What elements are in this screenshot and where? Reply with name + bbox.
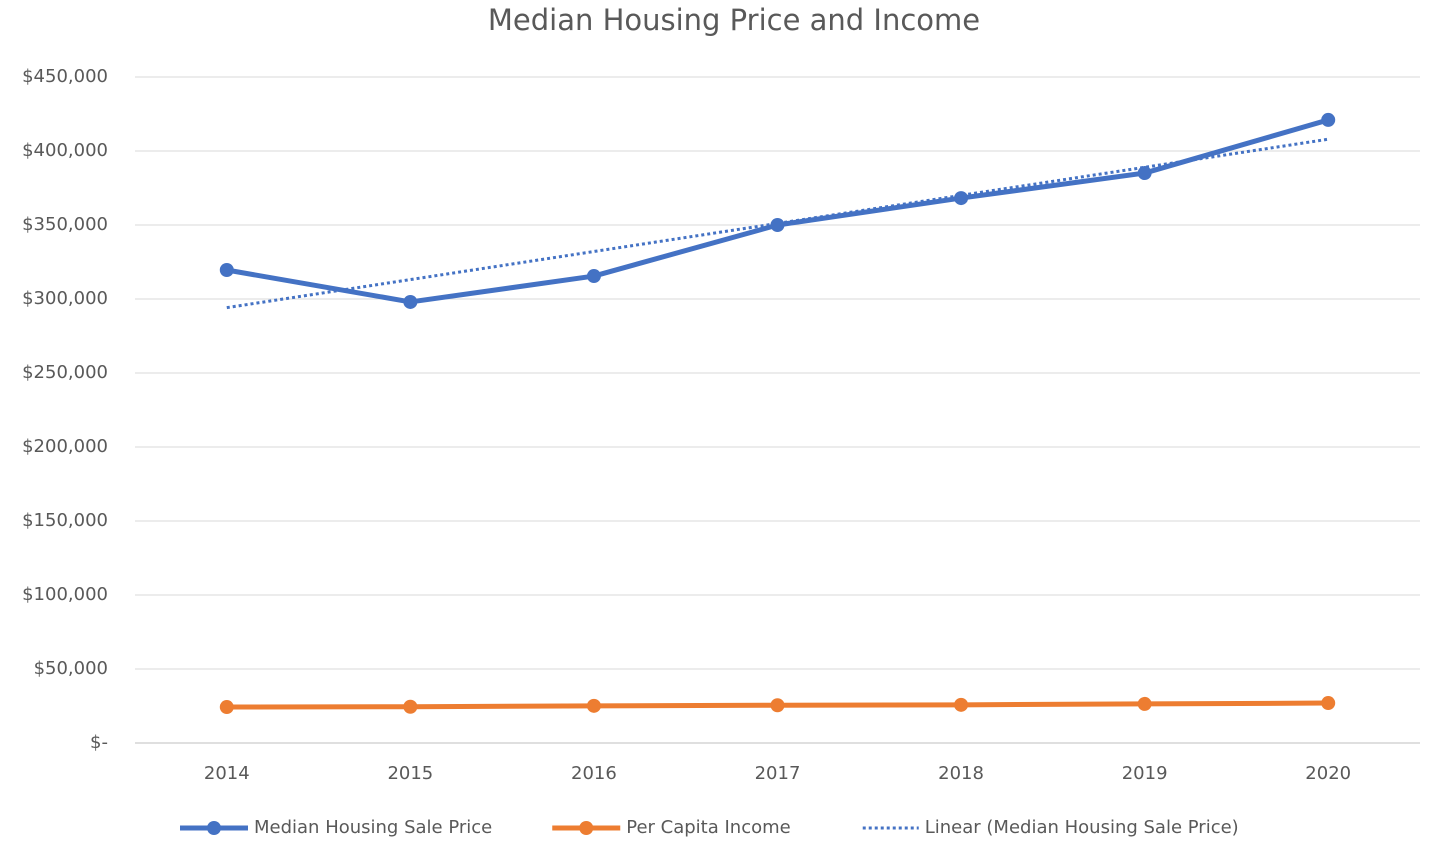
marker <box>954 191 969 206</box>
legend-marker <box>579 821 594 835</box>
marker <box>403 294 418 309</box>
marker <box>770 698 785 713</box>
y-tick-label: $100,000 <box>22 584 108 605</box>
legend-marker <box>207 821 221 835</box>
marker <box>586 698 601 713</box>
x-tick-label: 2019 <box>1122 763 1168 784</box>
marker <box>954 697 969 712</box>
y-tick-label: $50,000 <box>34 658 108 679</box>
marker <box>219 700 234 715</box>
y-tick-label: $300,000 <box>22 288 108 309</box>
x-tick-label: 2014 <box>204 763 250 784</box>
x-tick-label: 2017 <box>755 763 801 784</box>
marker <box>1137 166 1152 181</box>
x-tick-label: 2016 <box>571 763 617 784</box>
y-tick-label: $200,000 <box>22 436 108 457</box>
marker <box>403 699 418 714</box>
y-tick-label: $- <box>90 732 108 753</box>
marker <box>1321 112 1336 127</box>
series-line <box>226 117 1329 305</box>
trendline <box>226 137 1329 310</box>
marker <box>586 269 601 284</box>
chart-title: Median Housing Price and Income <box>488 3 980 37</box>
y-tick-label: $450,000 <box>22 66 108 87</box>
y-tick-label: $250,000 <box>22 362 108 383</box>
marker <box>219 262 234 277</box>
y-tick-label: $400,000 <box>22 140 108 161</box>
y-tick-label: $350,000 <box>22 214 108 235</box>
marker <box>1321 696 1336 711</box>
y-tick-label: $150,000 <box>22 510 108 531</box>
marker <box>1137 696 1152 711</box>
legend-label: Per Capita Income <box>626 817 790 838</box>
legend-label: Median Housing Sale Price <box>254 817 492 838</box>
legend-label: Linear (Median Housing Sale Price) <box>925 817 1239 838</box>
x-tick-label: 2020 <box>1305 763 1351 784</box>
x-tick-label: 2018 <box>938 763 984 784</box>
x-tick-label: 2015 <box>387 763 433 784</box>
